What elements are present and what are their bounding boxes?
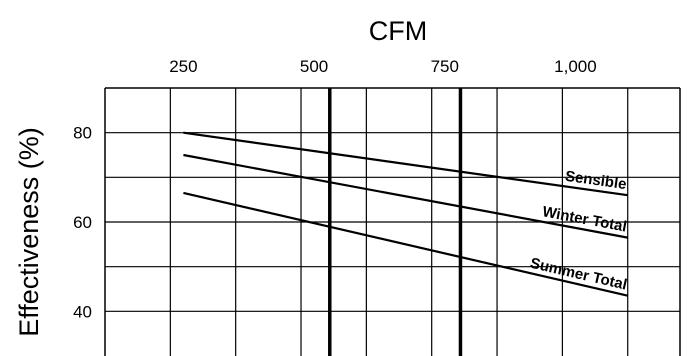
x-tick-label: 250 xyxy=(169,57,197,76)
series-label: Summer Total xyxy=(528,255,628,294)
y-tick-label: 40 xyxy=(73,302,92,321)
x-tick-label: 750 xyxy=(431,57,459,76)
y-tick-label: 60 xyxy=(73,213,92,232)
x-tick-label: 500 xyxy=(300,57,328,76)
series-line xyxy=(183,191,628,297)
y-tick-label: 80 xyxy=(73,124,92,143)
tick-labels: 250 500 750 1,000 80 60 40 xyxy=(73,57,597,321)
reference-lines xyxy=(328,88,463,356)
series-line xyxy=(183,131,628,197)
series-label: Sensible xyxy=(564,168,627,193)
series-line xyxy=(183,153,628,239)
grid xyxy=(104,87,681,356)
x-axis-title: CFM xyxy=(369,16,427,46)
x-tick-label: 1,000 xyxy=(554,57,597,76)
y-axis-title: Effectiveness (%) xyxy=(14,127,44,337)
